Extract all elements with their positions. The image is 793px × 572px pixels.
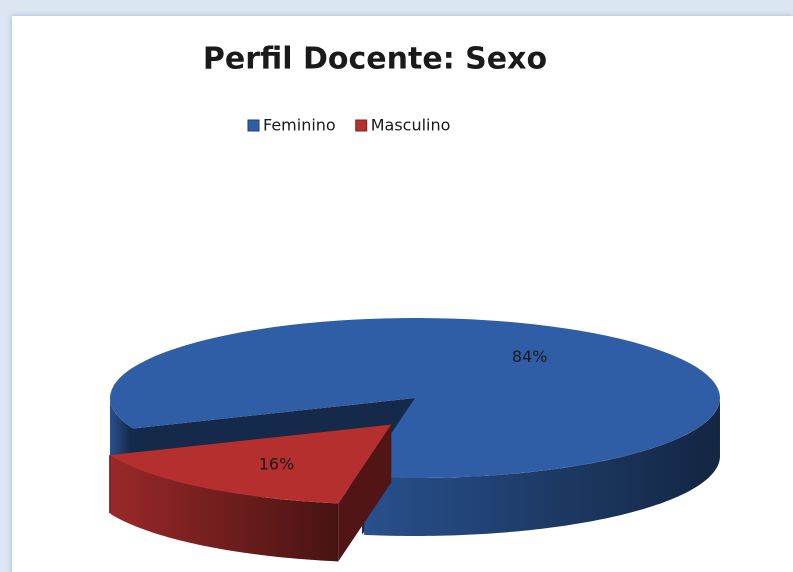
data-label: 84% — [512, 347, 548, 366]
legend-swatch — [247, 119, 260, 132]
legend: Feminino Masculino — [247, 116, 451, 135]
slice — [109, 318, 720, 478]
pie: 84% 16% — [109, 318, 720, 562]
slice — [109, 424, 392, 504]
chart-title: Perfil Docente: Sexo — [203, 42, 547, 77]
legend-swatch — [355, 119, 368, 132]
slice-side — [364, 398, 720, 536]
legend-label: Feminino — [263, 116, 336, 135]
legend-label: Masculino — [371, 116, 451, 135]
slice-side — [110, 455, 339, 562]
data-label: 16% — [259, 455, 295, 474]
